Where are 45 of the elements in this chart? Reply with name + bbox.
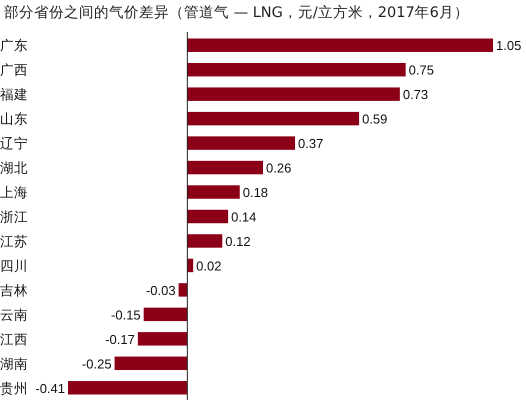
bar bbox=[187, 38, 493, 52]
data-label: 0.12 bbox=[225, 234, 251, 249]
y-tick-label: 吉林 bbox=[0, 282, 28, 299]
data-label: 0.02 bbox=[196, 258, 222, 274]
data-label: -0.25 bbox=[82, 356, 112, 372]
data-label: 0.75 bbox=[408, 62, 434, 78]
data-label: 0.73 bbox=[402, 87, 428, 102]
y-tick-label: 湖北 bbox=[0, 160, 28, 177]
y-tick-label: 广东 bbox=[0, 38, 28, 54]
y-tick-label: 贵州 bbox=[0, 380, 28, 397]
y-tick-label: 广西 bbox=[0, 62, 28, 79]
y-tick-label: 四川 bbox=[0, 258, 28, 274]
bar bbox=[178, 283, 188, 297]
bar bbox=[68, 381, 188, 394]
chart-title: 部分省份之间的气价差异（管道气 — LNG，元/立方米，2017年6月） bbox=[4, 4, 469, 21]
bar bbox=[114, 356, 188, 370]
y-tick-label: 辽宁 bbox=[0, 136, 28, 152]
y-tick-label: 江西 bbox=[0, 332, 28, 348]
data-label: -0.41 bbox=[35, 380, 65, 396]
y-tick-label: 江苏 bbox=[0, 234, 28, 250]
bar bbox=[187, 234, 222, 248]
bar bbox=[187, 112, 360, 126]
y-tick-label: 山东 bbox=[0, 112, 28, 128]
y-tick-label: 云南 bbox=[0, 307, 28, 324]
bar bbox=[144, 308, 188, 322]
data-label: 0.59 bbox=[362, 112, 388, 127]
bar bbox=[187, 185, 240, 199]
bar bbox=[187, 210, 228, 224]
data-label: 1.05 bbox=[496, 38, 522, 54]
y-tick-label: 福建 bbox=[0, 87, 28, 104]
data-label: 0.14 bbox=[231, 210, 256, 224]
data-label: 0.18 bbox=[242, 185, 268, 200]
y-tick-label: 湖南 bbox=[0, 356, 28, 372]
data-label: -0.17 bbox=[105, 332, 135, 347]
data-label: -0.03 bbox=[146, 282, 176, 298]
data-label: -0.15 bbox=[111, 307, 141, 322]
data-label: 0.37 bbox=[298, 136, 324, 152]
data-label: 0.26 bbox=[266, 160, 292, 176]
y-tick-label: 上海 bbox=[0, 185, 28, 202]
bar bbox=[187, 160, 264, 174]
y-tick-label: 浙江 bbox=[0, 210, 28, 226]
bar bbox=[138, 332, 188, 346]
bar bbox=[187, 136, 296, 150]
bar bbox=[187, 62, 406, 76]
bar bbox=[187, 87, 400, 101]
